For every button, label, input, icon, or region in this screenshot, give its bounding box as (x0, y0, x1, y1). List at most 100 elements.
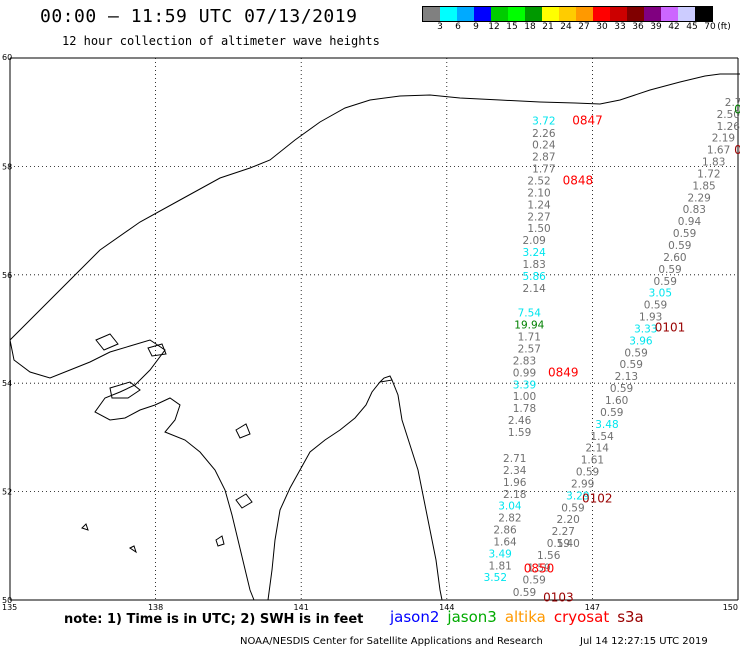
satellite-s3a-label: s3a (617, 608, 644, 626)
wave-height-value: 2.27 (527, 211, 550, 223)
legend-label: 30 (596, 22, 608, 32)
legend-label: 6 (455, 22, 461, 32)
wave-height-value: 1.64 (493, 536, 517, 548)
lat-tick-label: 54 (2, 379, 12, 388)
legend-label: 18 (524, 22, 536, 32)
wave-height-value: 0.59 (522, 574, 545, 586)
wave-height-value: 3.49 (488, 548, 511, 560)
wave-height-value: 2.09 (522, 235, 545, 247)
wave-height-value: 0.59 (668, 240, 691, 252)
wave-height-value: 3.24 (522, 247, 546, 259)
wave-height-value: 0.59 (513, 587, 536, 599)
wave-height-value: 1.67 (707, 145, 730, 157)
legend-swatch (593, 7, 610, 21)
lat-tick-label: 52 (2, 488, 12, 497)
legend-label: 33 (614, 22, 626, 32)
wave-height-value: 3.04 (498, 501, 522, 513)
wave-height-value: 3.96 (629, 335, 653, 347)
island-7 (81, 523, 89, 531)
legend-label: 21 (542, 22, 554, 32)
wave-height-value: 1.40 (556, 538, 579, 550)
legend-label: 70 (704, 22, 716, 32)
wave-height-value: 1.81 (488, 560, 511, 572)
wave-height-value: 1.78 (513, 403, 536, 415)
wave-height-value: 2.14 (522, 283, 546, 295)
wave-height-value: 1.59 (527, 562, 550, 574)
sakhalin-island (267, 379, 443, 601)
map-title: 00:00 – 11:59 UTC 07/13/2019 (40, 6, 358, 27)
wave-height-value: 0.94 (678, 216, 702, 228)
wave-height-value: 1.93 (639, 312, 662, 324)
wave-height-value: 2.27 (552, 526, 575, 538)
wave-height-value: 2.29 (687, 192, 710, 204)
legend-swatch (627, 7, 644, 21)
wave-height-value: 0.59 (644, 300, 667, 312)
wave-height-value: 1.50 (527, 223, 550, 235)
generation-timestamp: Jul 14 12:27:15 UTC 2019 (580, 636, 708, 647)
wave-height-value: 0.59 (624, 347, 647, 359)
lon-tick-label: 141 (294, 603, 309, 612)
wave-height-value: 1.00 (513, 391, 536, 403)
wave-height-value: 1.54 (590, 431, 614, 443)
legend-swatch (440, 7, 457, 21)
legend-label: 24 (560, 22, 572, 32)
lat-lon-grid (9, 57, 739, 601)
wave-height-values: 3.722.260.242.871.772.522.101.242.271.50… (484, 97, 740, 599)
lat-tick-label: 56 (2, 271, 12, 280)
wave-height-value: 0.59 (600, 407, 623, 419)
wave-height-value: 3.52 (484, 572, 507, 584)
wave-height-value: 1.59 (508, 427, 531, 439)
footer-note: note: 1) Time is in UTC; 2) SWH is in fe… (64, 612, 364, 627)
wave-height-value: 2.46 (508, 415, 532, 427)
lat-tick-label: 50 (2, 596, 12, 605)
legend-swatch (695, 7, 712, 21)
island-1 (109, 381, 141, 399)
wave-height-value: 2.50 (717, 109, 740, 121)
legend-swatch (559, 7, 576, 21)
wave-height-value: 1.72 (697, 168, 720, 180)
lat-tick-label: 58 (2, 162, 12, 171)
wave-height-value: 2.26 (532, 128, 556, 140)
wave-height-value: 2.87 (532, 152, 555, 164)
wave-height-value: 0.59 (658, 264, 681, 276)
map-subtitle: 12 hour collection of altimeter wave hei… (62, 34, 380, 48)
wave-height-value: 19.94 (514, 320, 544, 332)
wave-height-value: 2.7 (725, 97, 740, 109)
wave-height-value: 7.54 (518, 308, 542, 320)
wave-height-value: 0.59 (673, 228, 696, 240)
wave-height-value: 0.59 (547, 538, 570, 550)
lon-tick-label: 138 (148, 603, 163, 612)
legend-swatch (542, 7, 559, 21)
legend-swatch (644, 7, 661, 21)
wave-height-value: 3.72 (532, 115, 555, 127)
wave-height-value: 1.96 (503, 477, 527, 489)
legend-swatch (508, 7, 525, 21)
wave-height-value: 2.19 (712, 133, 735, 145)
wave-height-value: 1.61 (581, 455, 604, 467)
legend-swatch (610, 7, 627, 21)
legend-label: 3 (437, 22, 443, 32)
lat-tick-label: 60 (2, 53, 12, 62)
wave-height-value: 1.24 (527, 199, 551, 211)
pass-time-label: 0101 (655, 320, 686, 334)
legend-swatch (661, 7, 678, 21)
satellite-jason2-label: jason2 (390, 608, 440, 626)
wave-height-value: 1.85 (692, 180, 715, 192)
island-3 (147, 343, 167, 357)
island-5 (235, 423, 251, 439)
wave-height-value: 2.13 (615, 371, 638, 383)
okhotsk-north-coast (9, 73, 740, 341)
pass-time-label: 0 (734, 102, 740, 116)
lon-tick-label: 144 (439, 603, 454, 612)
satellite-legend: jason2 jason3 altika cryosat s3a (390, 608, 652, 626)
legend-unit: (ft) (717, 22, 731, 32)
legend-label: 42 (668, 22, 680, 32)
wave-height-value: 1.26 (717, 121, 740, 133)
pass-time-label: 0850 (524, 562, 555, 576)
satellite-cryosat-label: cryosat (553, 608, 610, 626)
wave-height-value: 1.77 (532, 164, 555, 176)
wave-height-value: 2.20 (556, 514, 579, 526)
pass-time-labels: 0847 0848 0849 0850 0101 0102 0103 0 0 (524, 102, 740, 604)
sakhalin-east (379, 375, 393, 383)
pass-time-label: 0849 (548, 365, 579, 379)
